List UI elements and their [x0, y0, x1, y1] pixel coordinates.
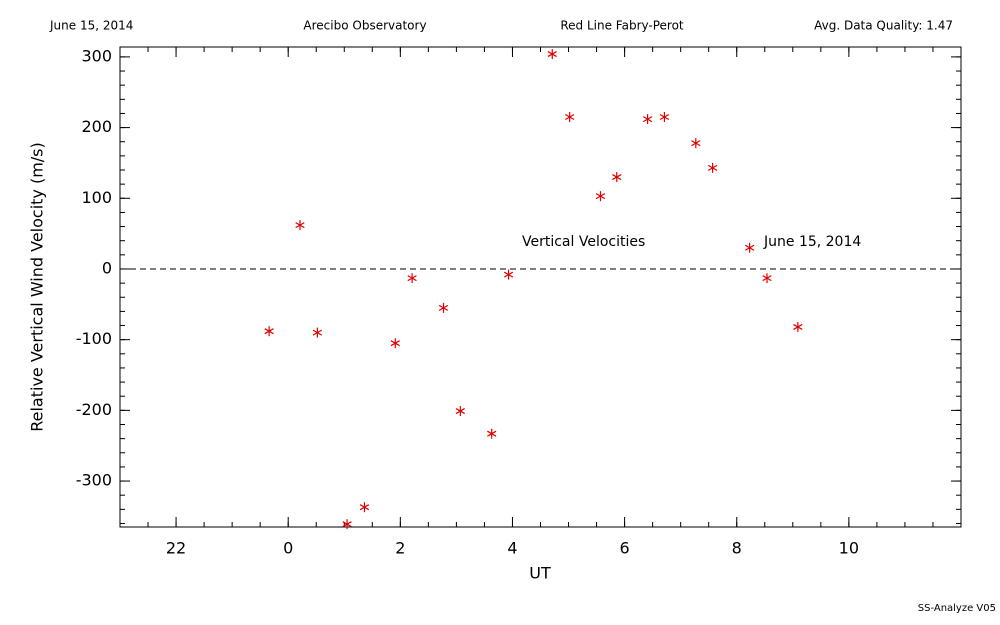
y-tick-label: -100 [76, 329, 112, 348]
data-point [793, 321, 803, 332]
data-point [342, 519, 352, 530]
data-point [295, 220, 305, 231]
data-point [612, 172, 622, 183]
data-point [359, 502, 370, 513]
data-point [744, 242, 755, 253]
data-point [691, 138, 701, 149]
data-point [438, 302, 449, 313]
header-instrument: Red Line Fabry-Perot [560, 19, 684, 33]
annotation: Vertical Velocities [522, 234, 645, 250]
x-tick-label: 8 [732, 539, 742, 558]
x-tick-label: 10 [839, 539, 859, 558]
data-point [503, 269, 514, 280]
x-axis-label: UT [529, 564, 551, 583]
x-tick-label: 2 [395, 539, 405, 558]
header-date: June 15, 2014 [49, 19, 133, 33]
data-point [565, 111, 575, 122]
data-point [264, 326, 274, 337]
data-point [642, 114, 653, 125]
y-tick-label: 200 [81, 117, 112, 136]
data-point [707, 162, 718, 173]
data-point [659, 111, 670, 122]
data-point [595, 191, 606, 202]
y-tick-label: -300 [76, 471, 112, 490]
footer: SS-Analyze V05 [918, 603, 996, 614]
y-tick-label: 300 [81, 46, 112, 65]
annotation: June 15, 2014 [763, 234, 861, 250]
data-point [312, 327, 323, 338]
data-point [390, 338, 400, 349]
y-axis-label: Relative Vertical Wind Velocity (m/s) [28, 142, 47, 432]
y-tick-label: -200 [76, 400, 112, 419]
x-tick-label: 6 [620, 539, 630, 558]
data-point [487, 428, 497, 439]
data-point [547, 49, 557, 60]
data-point [407, 273, 417, 284]
x-tick-label: 4 [507, 539, 517, 558]
x-tick-label: 0 [283, 539, 293, 558]
y-tick-label: 100 [81, 188, 112, 207]
data-point [455, 406, 465, 417]
x-tick-label: 22 [166, 539, 186, 558]
y-tick-label: 0 [102, 258, 112, 277]
header-quality: Avg. Data Quality: 1.47 [814, 19, 953, 33]
data-point [762, 273, 772, 284]
header-site: Arecibo Observatory [303, 19, 426, 33]
